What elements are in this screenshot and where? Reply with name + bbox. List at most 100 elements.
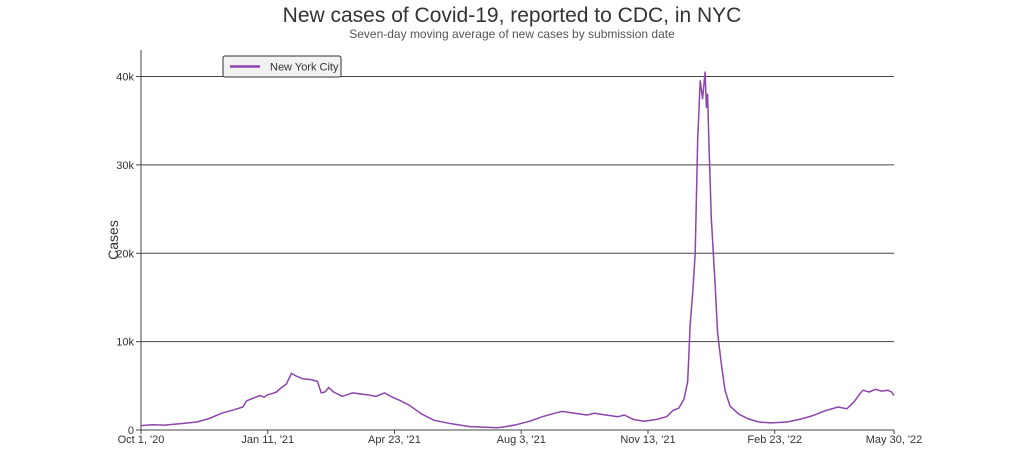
data-point[interactable] [274, 390, 278, 394]
data-point[interactable] [696, 136, 700, 140]
data-point[interactable] [315, 379, 319, 383]
data-point[interactable] [496, 426, 500, 430]
data-point[interactable] [688, 322, 692, 326]
data-point[interactable] [810, 414, 814, 418]
data-point[interactable] [220, 411, 224, 415]
data-point[interactable] [279, 386, 283, 390]
data-point[interactable] [241, 405, 245, 409]
data-point[interactable] [616, 415, 620, 419]
data-point[interactable] [585, 413, 589, 417]
data-point[interactable] [785, 420, 789, 424]
data-point[interactable] [262, 395, 266, 399]
data-point[interactable] [340, 394, 344, 398]
data-point[interactable] [139, 424, 143, 428]
data-point[interactable] [150, 423, 154, 427]
data-point[interactable] [769, 421, 773, 425]
data-point[interactable] [707, 141, 711, 145]
legend[interactable]: New York City [222, 55, 342, 78]
data-point[interactable] [294, 374, 298, 378]
data-point[interactable] [622, 413, 626, 417]
data-point[interactable] [824, 409, 828, 413]
data-point[interactable] [886, 388, 890, 392]
data-point[interactable] [528, 419, 532, 423]
data-point[interactable] [432, 418, 436, 422]
data-point[interactable] [270, 392, 274, 396]
data-point[interactable] [706, 92, 710, 96]
data-point[interactable] [665, 415, 669, 419]
data-point[interactable] [289, 371, 293, 375]
data-point[interactable] [573, 411, 577, 415]
data-point[interactable] [719, 362, 723, 366]
data-point[interactable] [699, 88, 703, 92]
data-point[interactable] [319, 391, 323, 395]
data-point[interactable] [697, 110, 701, 114]
series-line-new-york-city[interactable] [140, 71, 895, 429]
data-point[interactable] [195, 420, 199, 424]
data-point[interactable] [323, 390, 327, 394]
data-point[interactable] [745, 417, 749, 421]
data-point[interactable] [704, 105, 708, 109]
data-point[interactable] [723, 388, 727, 392]
data-point[interactable] [309, 378, 313, 382]
data-point[interactable] [709, 216, 713, 220]
data-point[interactable] [867, 390, 871, 394]
data-point[interactable] [857, 393, 861, 397]
data-point[interactable] [880, 389, 884, 393]
data-point[interactable] [407, 403, 411, 407]
data-point[interactable] [693, 251, 697, 255]
data-point[interactable] [698, 79, 702, 83]
data-point[interactable] [686, 379, 690, 383]
data-point[interactable] [682, 397, 686, 401]
data-point[interactable] [703, 70, 707, 74]
data-point[interactable] [701, 97, 705, 101]
data-point[interactable] [232, 408, 236, 412]
data-point[interactable] [207, 417, 211, 421]
data-point[interactable] [604, 413, 608, 417]
data-point[interactable] [253, 395, 257, 399]
data-point[interactable] [836, 405, 840, 409]
data-point[interactable] [798, 417, 802, 421]
data-point[interactable] [728, 404, 732, 408]
data-point[interactable] [716, 331, 720, 335]
data-point[interactable] [713, 282, 717, 286]
data-point[interactable] [861, 388, 865, 392]
data-point[interactable] [178, 422, 182, 426]
data-point[interactable] [540, 415, 544, 419]
data-point[interactable] [383, 391, 387, 395]
data-point[interactable] [892, 394, 896, 398]
data-point[interactable] [374, 394, 378, 398]
data-point[interactable] [332, 390, 336, 394]
data-point[interactable] [266, 393, 270, 397]
data-point[interactable] [163, 423, 167, 427]
data-point[interactable] [890, 390, 894, 394]
data-point[interactable] [483, 425, 487, 429]
data-point[interactable] [852, 400, 856, 404]
data-point[interactable] [655, 417, 659, 421]
data-point[interactable] [560, 409, 564, 413]
data-point[interactable] [677, 406, 681, 410]
data-point[interactable] [420, 412, 424, 416]
data-point[interactable] [284, 382, 288, 386]
data-point[interactable] [350, 391, 354, 395]
data-point[interactable] [327, 386, 331, 390]
data-point[interactable] [467, 425, 471, 429]
data-point[interactable] [553, 411, 557, 415]
data-point[interactable] [691, 291, 695, 295]
data-point[interactable] [757, 420, 761, 424]
data-point[interactable] [593, 411, 597, 415]
data-point[interactable] [245, 399, 249, 403]
data-point[interactable] [642, 419, 646, 423]
data-point[interactable] [365, 393, 369, 397]
data-point[interactable] [450, 422, 454, 426]
data-point[interactable] [301, 377, 305, 381]
data-point[interactable] [504, 425, 508, 429]
data-point[interactable] [631, 417, 635, 421]
data-point[interactable] [737, 412, 741, 416]
data-point[interactable] [399, 399, 403, 403]
data-point[interactable] [389, 394, 393, 398]
data-point[interactable] [845, 407, 849, 411]
data-point[interactable] [514, 423, 518, 427]
data-point[interactable] [873, 387, 877, 391]
data-point[interactable] [671, 409, 675, 413]
data-point[interactable] [258, 394, 262, 398]
